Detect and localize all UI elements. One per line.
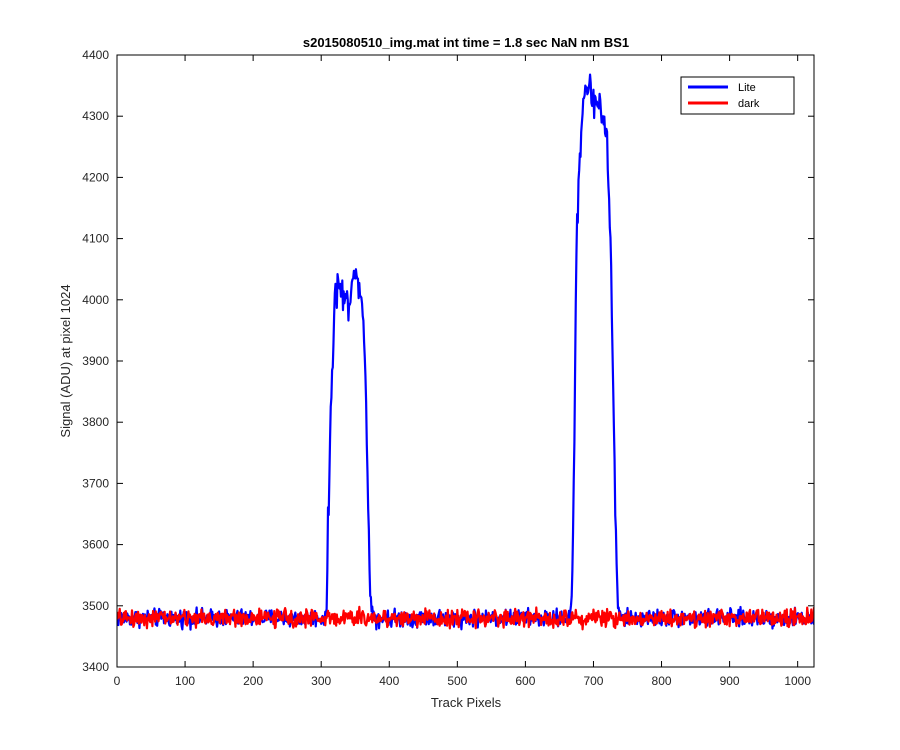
y-tick-label: 3600: [82, 538, 109, 552]
x-axis-label: Track Pixels: [431, 695, 502, 710]
x-tick-label: 0: [114, 674, 121, 688]
x-tick-label: 900: [720, 674, 740, 688]
x-tick-label: 100: [175, 674, 195, 688]
legend: Lite dark: [680, 76, 795, 115]
series-layer: [117, 73, 814, 631]
y-tick-label: 4400: [82, 48, 109, 62]
y-tick-label: 3500: [82, 599, 109, 613]
legend-box: [680, 76, 795, 115]
y-tick-label: 3400: [82, 660, 109, 674]
series-line-dark: [117, 605, 814, 631]
x-tick-label: 600: [515, 674, 535, 688]
y-tick-label: 4000: [82, 293, 109, 307]
legend-label-dark: dark: [738, 98, 760, 110]
legend-label-lite: Lite: [738, 82, 756, 94]
plot-area-frame: [116, 54, 815, 668]
y-tick-label: 3700: [82, 476, 109, 490]
x-tick-label: 200: [243, 674, 263, 688]
y-axis-label: Signal (ADU) at pixel 1024: [58, 284, 73, 437]
series-line-lite: [117, 73, 814, 631]
chart-title: s2015080510_img.mat int time = 1.8 sec N…: [303, 35, 629, 50]
x-tick-label: 800: [652, 674, 672, 688]
x-tick-label: 500: [447, 674, 467, 688]
x-tick-label: 1000: [784, 674, 811, 688]
y-tick-label: 4300: [82, 109, 109, 123]
x-tick-label: 700: [583, 674, 603, 688]
y-tick-label: 4100: [82, 232, 109, 246]
x-axis: 0 100 200 300 400 500 600 700 800 900 1000: [114, 55, 811, 688]
y-tick-label: 4200: [82, 170, 109, 184]
x-tick-label: 300: [311, 674, 331, 688]
y-tick-label: 3800: [82, 415, 109, 429]
y-axis: 3400 3500 3600 3700 3800 3900 4000 4100 4200 4300…: [82, 48, 814, 674]
y-tick-label: 3900: [82, 354, 109, 368]
x-tick-label: 400: [379, 674, 399, 688]
